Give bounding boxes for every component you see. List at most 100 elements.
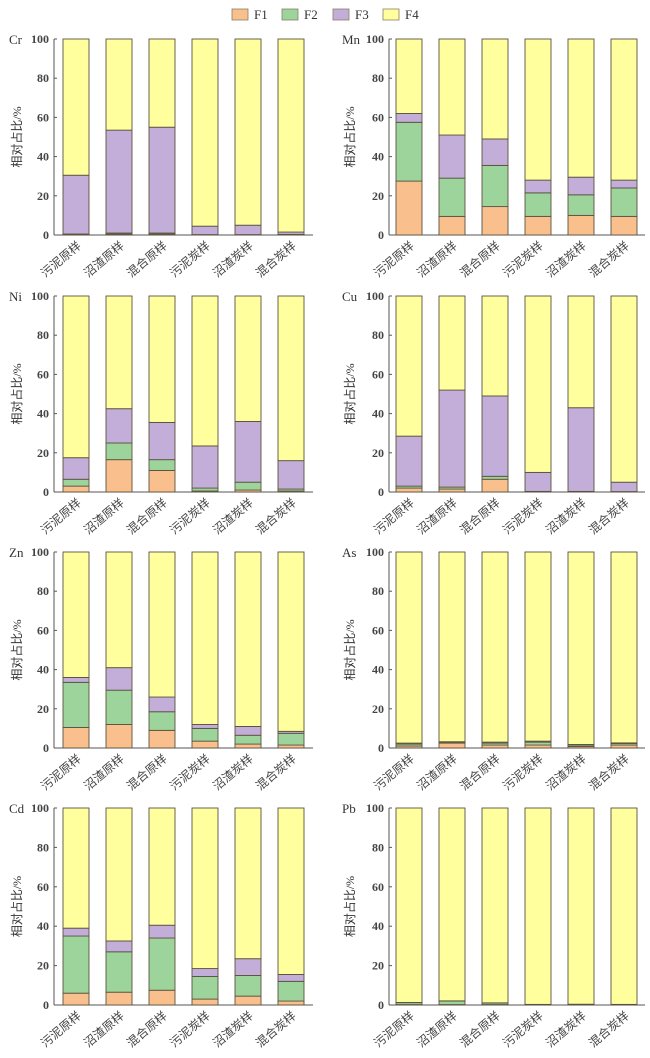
x-tick-label: 污泥原样	[38, 1008, 84, 1050]
bar-segment-f4	[524, 38, 552, 181]
bar-segment-f2	[148, 711, 176, 731]
bar-stack	[524, 807, 552, 1006]
y-axis-label: 相对占比/%	[342, 363, 357, 424]
y-tick-label: 60	[372, 110, 384, 124]
bar-stack	[395, 295, 423, 493]
y-tick-label: 80	[372, 71, 384, 85]
y-tick-label: 100	[31, 289, 49, 303]
bar-segment-f4	[438, 295, 466, 391]
bar-segment-f4	[105, 807, 133, 942]
bar-stack	[148, 551, 176, 749]
x-tick-label: 污泥炭样	[500, 238, 546, 280]
x-tick-label: 混合原样	[124, 238, 170, 280]
x-tick-label: 污泥炭样	[167, 495, 213, 537]
bar-segment-f3	[105, 667, 133, 691]
bar-segment-f3	[105, 408, 133, 444]
bar-segment-f3	[105, 940, 133, 953]
x-tick-label: 沼渣炭样	[543, 238, 589, 280]
bar-stack	[105, 295, 133, 493]
legend-swatch-f2	[281, 8, 299, 21]
bar-stack	[62, 551, 90, 749]
x-tick-label: 污泥原样	[371, 1008, 417, 1050]
bar-segment-f3	[191, 445, 219, 489]
bar-segment-f1	[395, 487, 423, 493]
y-tick-label: 100	[366, 545, 384, 559]
bar-segment-f1	[105, 459, 133, 493]
y-axis-label: 相对占比/%	[342, 106, 357, 167]
panel-cu: Cu 相对占比/% 0 20 40 60 80 100 污泥原样沼渣原样混合原样污泥炭样沼渣炭样…	[342, 289, 645, 537]
bar-segment-f3	[277, 974, 305, 982]
panel-ni: Ni 相对占比/% 0 20 40 60 80 100 污泥原样沼渣原样混合原样污泥炭样沼渣炭样…	[9, 289, 313, 537]
bar-stack	[277, 295, 305, 493]
bar-segment-f3	[62, 927, 90, 937]
bar-segment-f4	[567, 551, 595, 745]
x-tick-label: 沼渣原样	[81, 1008, 127, 1050]
x-tick-label: 混合炭样	[586, 238, 632, 280]
bar-stack	[277, 551, 305, 749]
bar-segment-f1	[148, 729, 176, 749]
x-tick-label: 污泥炭样	[167, 238, 213, 280]
panel-as: As 相对占比/% 0 20 40 60 80 100 污泥原样沼渣原样混合原样污泥炭样沼渣炭样…	[342, 545, 645, 793]
bar-segment-f1	[148, 469, 176, 493]
legend-label-f2: F2	[304, 7, 318, 22]
x-tick-label: 混合炭样	[586, 1008, 632, 1050]
bar-segment-f4	[234, 38, 262, 226]
panel-title: As	[342, 545, 356, 560]
y-axis-label: 相对占比/%	[9, 876, 24, 937]
bar-segment-f4	[62, 807, 90, 929]
bar-segment-f4	[395, 38, 423, 114]
x-tick-label: 沼渣炭样	[543, 751, 589, 793]
bar-stack	[610, 807, 638, 1006]
bar-segment-f2	[148, 937, 176, 991]
bar-segment-f3	[438, 389, 466, 488]
bar-segment-f1	[277, 1000, 305, 1006]
x-tick-label: 污泥炭样	[500, 751, 546, 793]
x-tick-label: 混合原样	[124, 751, 170, 793]
y-tick-label: 60	[372, 367, 384, 381]
bar-stack	[234, 551, 262, 749]
bar-segment-f4	[277, 38, 305, 233]
bar-segment-f1	[438, 215, 466, 236]
y-tick-label: 20	[372, 446, 384, 460]
bar-stack	[610, 38, 638, 236]
x-tick-label: 混合炭样	[253, 495, 299, 537]
bar-segment-f1	[234, 743, 262, 749]
bar-segment-f2	[148, 459, 176, 471]
bar-segment-f4	[481, 38, 509, 140]
bar-segment-f4	[567, 38, 595, 178]
bar-stack	[438, 807, 466, 1006]
legend: F1 F2 F3 F4	[231, 7, 419, 22]
bar-segment-f4	[191, 38, 219, 227]
bar-segment-f3	[481, 138, 509, 166]
y-axis-label: 相对占比/%	[9, 363, 24, 424]
bar-segment-f1	[62, 485, 90, 493]
bar-segment-f4	[395, 807, 423, 1003]
bar-stack	[191, 551, 219, 749]
bar-segment-f4	[438, 807, 466, 1002]
bar-stack	[438, 551, 466, 749]
bar-segment-f2	[610, 187, 638, 217]
bar-segment-f3	[567, 407, 595, 492]
bar-stack	[191, 295, 219, 493]
x-tick-label: 污泥原样	[371, 495, 417, 537]
legend-item-f4: F4	[382, 7, 419, 22]
y-tick-label: 0	[378, 485, 384, 499]
bar-segment-f3	[524, 179, 552, 194]
x-tick-label: 沼渣原样	[414, 238, 460, 280]
bar-segment-f4	[524, 295, 552, 473]
bar-segment-f2	[191, 975, 219, 1000]
y-tick-label: 100	[366, 801, 384, 815]
bar-segment-f4	[277, 551, 305, 732]
bar-segment-f4	[191, 295, 219, 447]
bar-stack	[481, 807, 509, 1006]
bar-segment-f3	[191, 225, 219, 236]
x-tick-label: 混合原样	[457, 751, 503, 793]
bar-segment-f3	[234, 420, 262, 483]
y-tick-label: 100	[366, 289, 384, 303]
bar-segment-f4	[148, 295, 176, 423]
bar-segment-f4	[62, 38, 90, 176]
panel-title: Pb	[342, 801, 356, 816]
y-tick-label: 20	[372, 189, 384, 203]
bar-segment-f1	[105, 991, 133, 1006]
